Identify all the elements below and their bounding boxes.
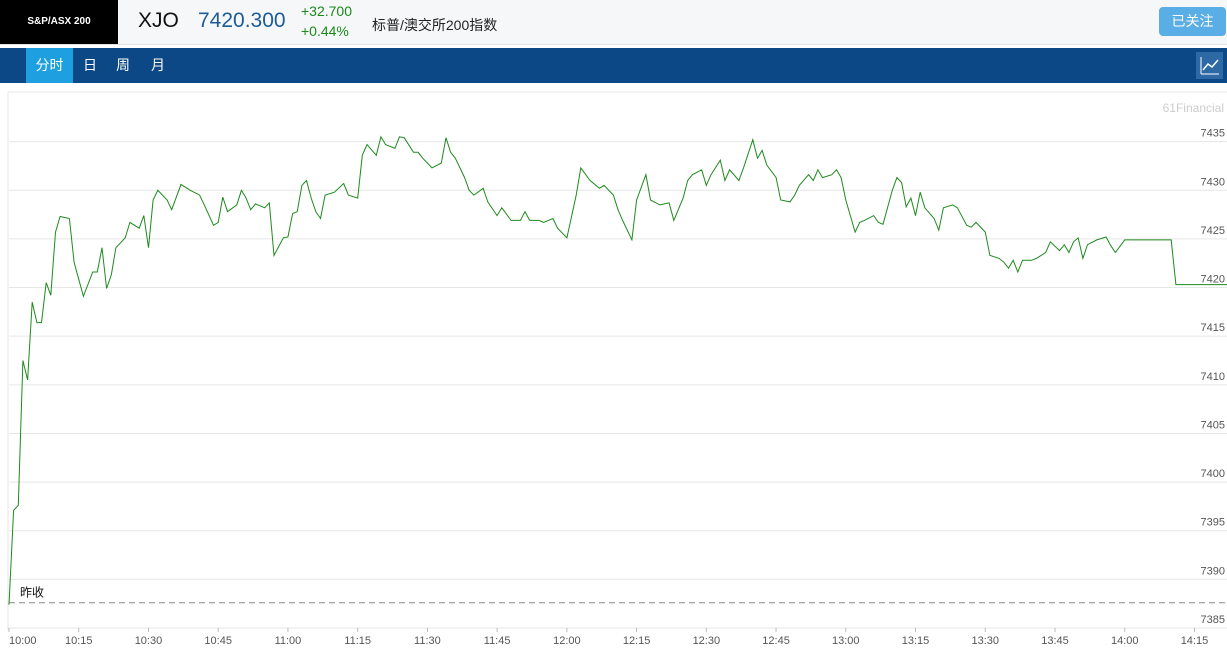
x-tick-label: 12:00	[553, 635, 581, 647]
x-tick-label: 11:00	[275, 635, 302, 647]
y-tick-label: 7395	[1201, 517, 1225, 529]
y-tick-label: 7415	[1201, 322, 1225, 334]
price: 7420.300	[198, 9, 286, 32]
tab[interactable]: 分时	[26, 48, 73, 83]
y-tick-label: 7430	[1201, 176, 1225, 188]
y-tick-label: 7420	[1201, 274, 1225, 286]
x-tick-label: 10:30	[135, 635, 163, 647]
x-tick-label: 13:00	[832, 635, 860, 647]
x-tick-label: 14:15	[1181, 635, 1209, 647]
icon-graphic	[1200, 57, 1219, 75]
x-tick-label: 10:00	[9, 635, 37, 647]
price-line	[8, 135, 1227, 605]
x-tick-label: 11:30	[414, 635, 441, 647]
x-tick-label: 11:45	[484, 635, 511, 647]
chart: 61Financial 7385 7390 7395 7400 7405 7410 7415…	[7, 91, 1227, 647]
symbol: XJO	[138, 9, 179, 32]
chart-icon[interactable]	[1196, 52, 1223, 79]
tab[interactable]: 周	[116, 57, 130, 73]
tab[interactable]: 日	[83, 57, 97, 73]
y-tick-label: 7390	[1201, 565, 1225, 577]
tab-bar: 分时 日 周 月	[0, 48, 1227, 83]
x-tick-label: 10:45	[204, 635, 232, 647]
x-tick-label: 13:45	[1041, 635, 1069, 647]
logo: S&P/ASX 200	[0, 0, 118, 44]
y-tick-label: 7435	[1201, 128, 1225, 140]
follow-button[interactable]: 已关注	[1159, 7, 1226, 36]
x-tick-label: 13:30	[971, 635, 999, 647]
index-name: 标普/澳交所200指数	[372, 17, 498, 33]
y-tick-label: 7400	[1201, 468, 1225, 480]
tab[interactable]: 月	[151, 57, 165, 73]
y-tick-label: 7425	[1201, 225, 1225, 237]
x-tick-label: 11:15	[344, 635, 371, 647]
x-tick-label: 12:15	[623, 635, 651, 647]
change: +32.700	[301, 3, 352, 19]
y-tick-label: 7385	[1201, 614, 1225, 626]
prev-close-label: 昨收	[20, 586, 44, 600]
x-tick-label: 10:15	[65, 635, 93, 647]
y-tick-label: 7410	[1201, 371, 1225, 383]
watermark: 61Financial	[1163, 101, 1224, 115]
change-pct: +0.44%	[301, 23, 349, 39]
header: S&P/ASX 200 XJO 7420.300 +32.700 +0.44% …	[0, 0, 1227, 45]
y-tick-label: 7405	[1201, 419, 1225, 431]
x-tick-label: 12:30	[693, 635, 721, 647]
x-tick-label: 14:00	[1111, 635, 1139, 647]
x-tick-label: 13:15	[902, 635, 930, 647]
x-tick-label: 12:45	[762, 635, 790, 647]
